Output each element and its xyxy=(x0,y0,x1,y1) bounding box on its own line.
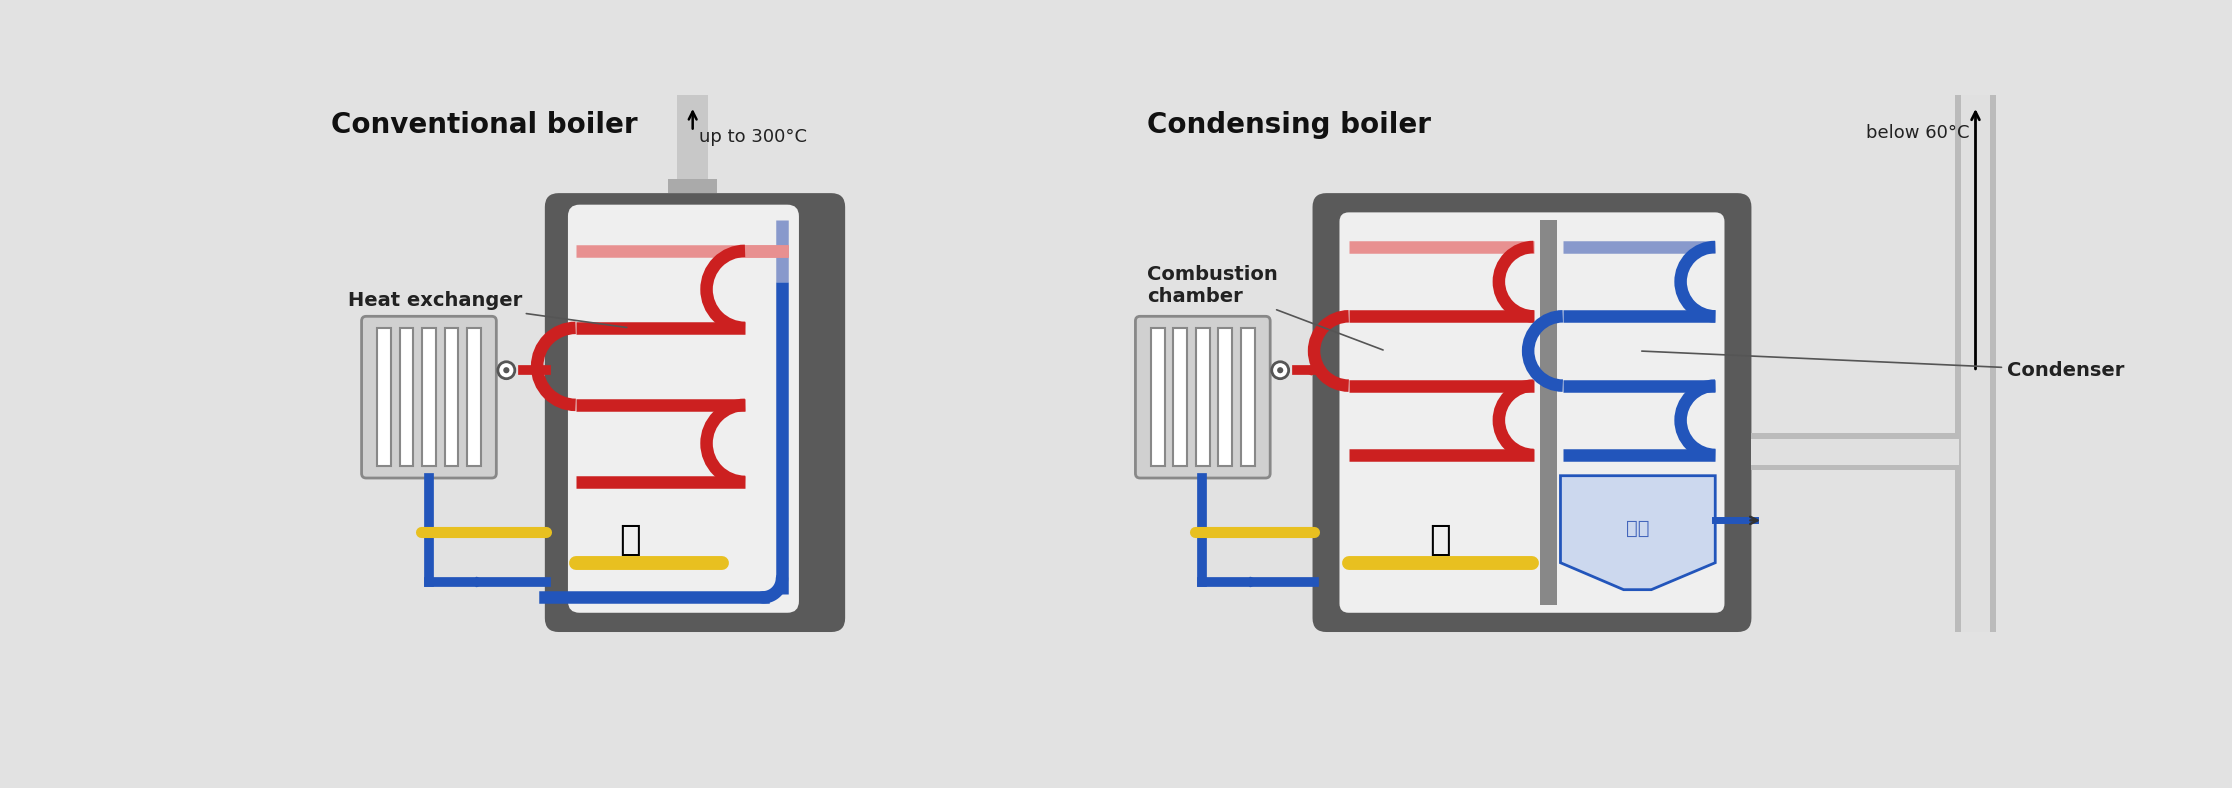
Text: Conventional boiler: Conventional boiler xyxy=(330,111,638,139)
Bar xyxy=(1241,328,1254,466)
FancyBboxPatch shape xyxy=(1136,316,1270,478)
Polygon shape xyxy=(1560,476,1714,589)
FancyBboxPatch shape xyxy=(1339,213,1725,613)
Text: 🔥: 🔥 xyxy=(618,522,641,556)
Text: 🔥: 🔥 xyxy=(1428,522,1451,556)
Bar xyxy=(444,328,458,466)
Bar xyxy=(667,179,716,193)
Bar xyxy=(1752,433,1955,470)
Bar xyxy=(1540,220,1556,605)
Text: 💧💧: 💧💧 xyxy=(1625,519,1649,538)
FancyBboxPatch shape xyxy=(567,205,799,613)
Bar xyxy=(1196,328,1210,466)
Text: up to 300°C: up to 300°C xyxy=(699,128,806,146)
Bar xyxy=(1962,95,1991,632)
Bar xyxy=(676,95,708,179)
Circle shape xyxy=(1277,367,1283,374)
Circle shape xyxy=(502,367,509,374)
FancyBboxPatch shape xyxy=(545,193,846,632)
Bar xyxy=(1752,439,1960,465)
Circle shape xyxy=(498,362,516,379)
Text: below 60°C: below 60°C xyxy=(1866,124,1969,142)
Bar xyxy=(1152,328,1165,466)
Bar xyxy=(1955,95,1995,632)
Bar xyxy=(400,328,413,466)
FancyBboxPatch shape xyxy=(1312,193,1752,632)
Bar xyxy=(466,328,480,466)
Text: Condenser: Condenser xyxy=(1643,351,2125,380)
Bar xyxy=(377,328,391,466)
Text: Heat exchanger: Heat exchanger xyxy=(348,292,627,328)
Bar xyxy=(1219,328,1232,466)
FancyBboxPatch shape xyxy=(362,316,496,478)
Text: Combustion
chamber: Combustion chamber xyxy=(1147,265,1384,350)
Text: Condensing boiler: Condensing boiler xyxy=(1147,111,1431,139)
Bar xyxy=(422,328,435,466)
Circle shape xyxy=(1272,362,1288,379)
Bar xyxy=(1174,328,1187,466)
